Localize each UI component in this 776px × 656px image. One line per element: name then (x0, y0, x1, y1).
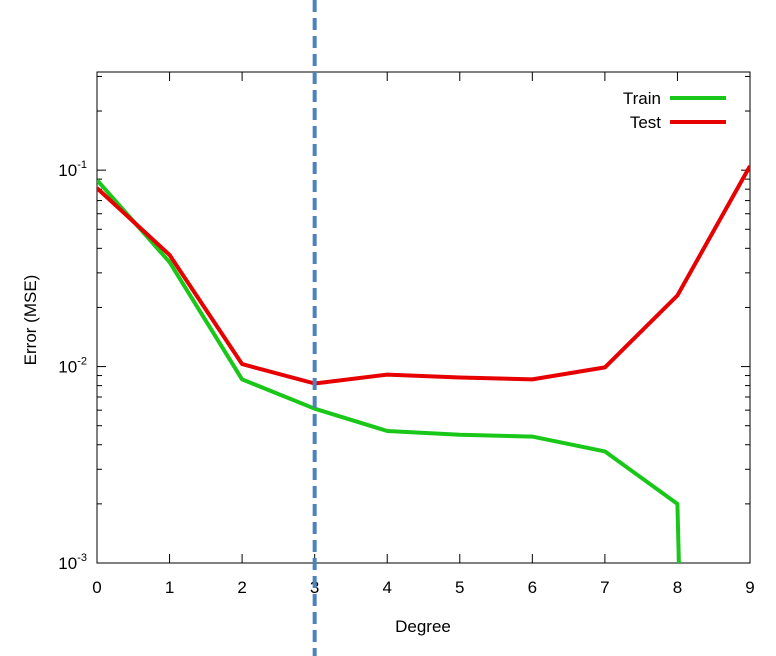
axes: 012345678910-310-210-1 (58, 71, 755, 597)
plot-frame (96, 71, 751, 564)
series-lines (97, 165, 750, 563)
y-tick-label: 10-3 (58, 552, 87, 573)
y-tick-label: 10-2 (58, 356, 87, 377)
x-tick-label: 6 (528, 578, 537, 597)
legend: Train Test (623, 89, 726, 132)
x-tick-label: 7 (600, 578, 609, 597)
series-line-train (97, 178, 681, 563)
y-tick-label: 10-1 (58, 159, 87, 180)
x-tick-label: 4 (382, 578, 391, 597)
x-tick-label: 0 (92, 578, 101, 597)
x-tick-label: 2 (237, 578, 246, 597)
y-axis-title: Error (MSE) (21, 275, 40, 366)
x-tick-label: 1 (165, 578, 174, 597)
legend-label-test: Test (630, 113, 661, 132)
series-line-test (97, 165, 750, 386)
x-tick-label: 5 (455, 578, 464, 597)
legend-label-train: Train (623, 89, 661, 108)
x-tick-label: 8 (673, 578, 682, 597)
x-axis-title: Degree (395, 617, 451, 636)
x-tick-label: 9 (745, 578, 754, 597)
